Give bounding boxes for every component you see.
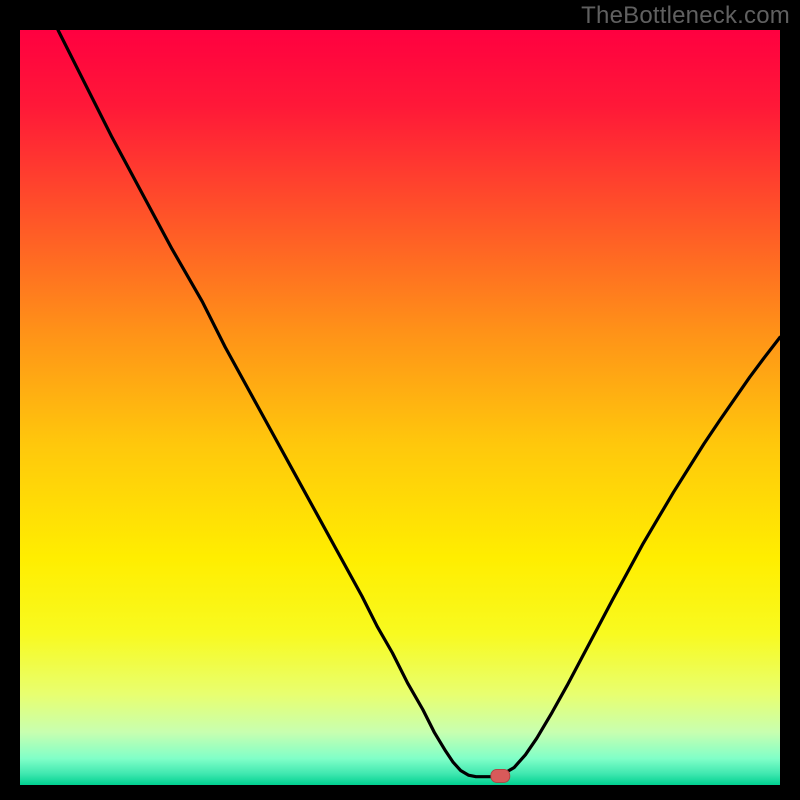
- optimal-point-marker: [491, 769, 510, 782]
- plot-background: [20, 30, 780, 785]
- chart-svg: [0, 0, 800, 800]
- attribution-label: TheBottleneck.com: [581, 2, 790, 30]
- chart-container: TheBottleneck.com: [0, 0, 800, 800]
